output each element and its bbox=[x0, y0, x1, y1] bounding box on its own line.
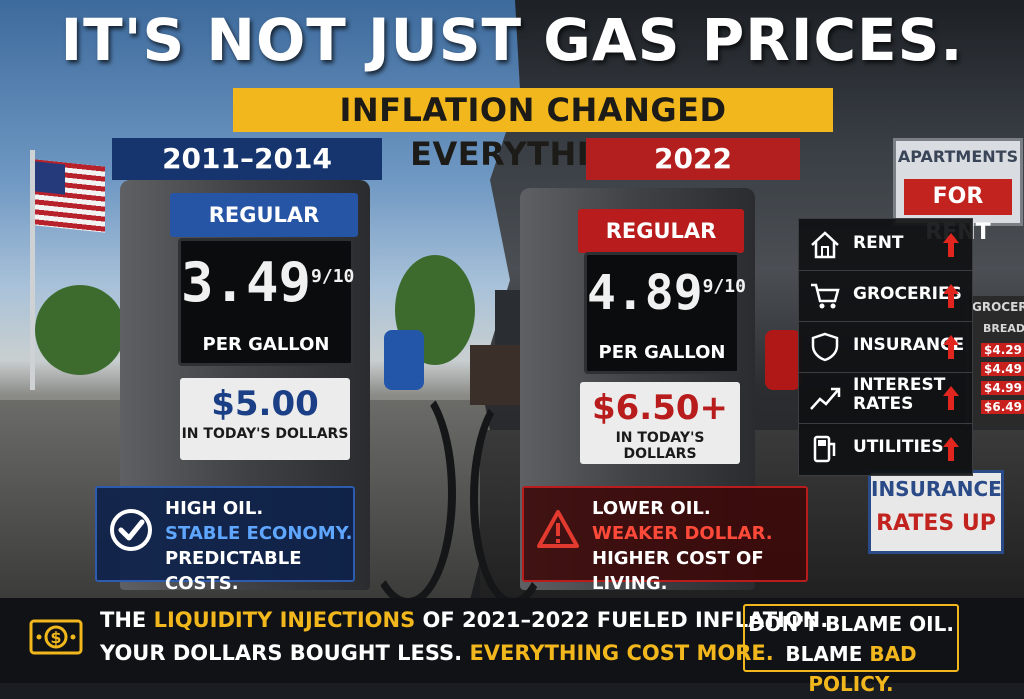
price-left: 3.499/10 bbox=[181, 251, 355, 314]
checkmark-icon bbox=[110, 509, 152, 551]
flag-canton bbox=[35, 161, 65, 195]
up-arrow-icon bbox=[943, 386, 959, 410]
grocery-price: $4.49 bbox=[981, 362, 1024, 376]
grocery-price: $4.99 bbox=[981, 381, 1024, 395]
cost-row-utilities: UTILITIES bbox=[799, 423, 972, 474]
grade-label-right: REGULAR bbox=[578, 209, 744, 253]
footer-line-2: YOUR DOLLARS BOUGHT LESS. EVERYTHING COS… bbox=[100, 641, 774, 665]
price-display-left: 3.499/10 PER GALLON bbox=[178, 238, 354, 366]
cost-label-insurance: INSURANCE bbox=[853, 335, 965, 355]
era-label-2011-2014: 2011–2014 bbox=[112, 138, 382, 180]
cost-row-insurance: INSURANCE bbox=[799, 321, 972, 373]
footer-message: THE LIQUIDITY INJECTIONS OF 2021–2022 FU… bbox=[100, 604, 828, 670]
cost-label-interest-rates: INTEREST RATES bbox=[853, 375, 946, 414]
blame-line-1: DON'T BLAME OIL. bbox=[748, 612, 954, 636]
svg-text:$: $ bbox=[50, 628, 61, 647]
grocery-sign-item: BREAD bbox=[983, 322, 1024, 335]
per-gallon-label-left: PER GALLON bbox=[202, 334, 330, 355]
hose-left bbox=[360, 380, 456, 606]
note-left-line-1: HIGH OIL. bbox=[165, 498, 264, 519]
note-right-line-3: HIGHER COST OF LIVING. bbox=[592, 548, 764, 594]
up-arrow-icon bbox=[943, 284, 959, 308]
insurance-sign-line-1: INSURANCE bbox=[871, 477, 1002, 501]
blame-box: DON'T BLAME OIL. BLAME BAD POLICY. bbox=[743, 604, 959, 696]
cost-row-interest-rates: INTEREST RATES bbox=[799, 372, 972, 424]
apartments-sign-line-2: FOR RENT bbox=[904, 179, 1012, 245]
todays-dollars-left: $5.00 IN TODAY'S DOLLARS bbox=[180, 378, 350, 460]
note-left-line-3: PREDICTABLE COSTS. bbox=[165, 548, 302, 594]
apartments-for-rent-sign: APARTMENTS FOR RENT bbox=[893, 138, 1023, 245]
subheadline: INFLATION CHANGED EVERYTHING. bbox=[233, 88, 833, 173]
apartments-sign-line-1: APARTMENTS bbox=[897, 147, 1019, 166]
price-display-right: 4.899/10 PER GALLON bbox=[584, 252, 746, 374]
house-icon bbox=[811, 231, 839, 259]
todays-amount-left: $5.00 bbox=[211, 384, 319, 424]
shield-icon bbox=[811, 332, 839, 362]
per-gallon-label-right: PER GALLON bbox=[598, 342, 726, 363]
footer-line-1: THE LIQUIDITY INJECTIONS OF 2021–2022 FU… bbox=[100, 608, 829, 632]
footer-bar bbox=[0, 598, 1024, 683]
headline: IT'S NOT JUST GAS PRICES. bbox=[60, 6, 964, 74]
grocery-price: $6.49 bbox=[981, 400, 1024, 414]
todays-amount-right: $6.50+ bbox=[591, 388, 729, 428]
price-fraction-right: 9/10 bbox=[702, 276, 746, 297]
cost-label-rent: RENT bbox=[853, 233, 904, 253]
cost-row-groceries: GROCERIES bbox=[799, 270, 972, 322]
insurance-rates-up-sign: INSURANCE RATES UP bbox=[868, 470, 1004, 554]
note-right: LOWER OIL. WEAKER DOLLAR. HIGHER COST OF… bbox=[522, 486, 808, 594]
price-fraction-left: 9/10 bbox=[311, 266, 355, 287]
todays-label-left: IN TODAY'S DOLLARS bbox=[181, 426, 349, 442]
note-left-line-2: STABLE ECONOMY. bbox=[165, 523, 353, 544]
grade-label-left: REGULAR bbox=[170, 193, 358, 237]
cost-label-groceries: GROCERIES bbox=[853, 284, 962, 304]
grocery-price: $4.29 bbox=[981, 343, 1024, 357]
grocery-sign: GROCERY BREAD $4.29 $4.49 $4.99 $6.49 bbox=[966, 296, 1024, 426]
grocery-sign-title: GROCERY bbox=[972, 300, 1024, 314]
era-label-2022: 2022 bbox=[586, 138, 800, 180]
up-arrow-icon bbox=[943, 233, 959, 257]
rising-costs-panel: RENT GROCERIES INSURANCE INTEREST RATES U… bbox=[798, 218, 973, 476]
up-arrow-icon bbox=[943, 335, 959, 359]
up-arrow-icon bbox=[943, 437, 959, 461]
cost-row-rent: RENT bbox=[799, 219, 972, 271]
tree bbox=[35, 285, 125, 375]
blame-line-2: BLAME BAD POLICY. bbox=[785, 642, 917, 696]
todays-dollars-right: $6.50+ IN TODAY'S DOLLARS bbox=[580, 382, 740, 464]
insurance-sign-line-2: RATES UP bbox=[876, 511, 996, 536]
note-left: HIGH OIL. STABLE ECONOMY. PREDICTABLE CO… bbox=[95, 486, 355, 594]
note-right-line-1: LOWER OIL. bbox=[592, 498, 711, 519]
cost-label-utilities: UTILITIES bbox=[853, 437, 944, 457]
price-right: 4.899/10 bbox=[587, 265, 746, 321]
fuel-meter-icon bbox=[813, 435, 836, 463]
todays-label-right: IN TODAY'S DOLLARS bbox=[615, 430, 705, 462]
red-nozzle bbox=[765, 330, 801, 390]
cart-icon bbox=[811, 283, 840, 309]
note-right-line-2: WEAKER DOLLAR. bbox=[592, 523, 773, 544]
chart-icon bbox=[810, 387, 841, 410]
flagpole bbox=[30, 150, 35, 390]
warning-icon bbox=[537, 510, 579, 548]
money-icon: $ bbox=[29, 619, 83, 655]
